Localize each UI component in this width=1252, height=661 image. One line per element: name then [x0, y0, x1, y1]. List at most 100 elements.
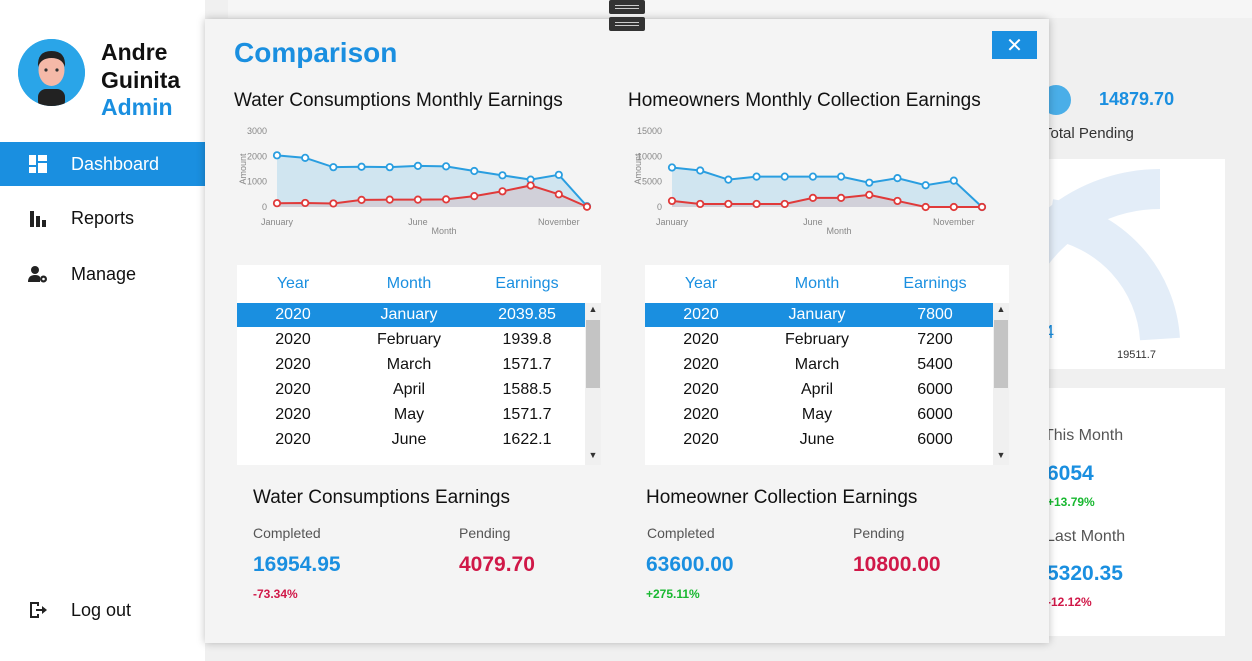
drag-handle-top[interactable]	[609, 0, 645, 14]
user-role: Admin	[101, 94, 173, 120]
data-point	[272, 199, 282, 208]
year-cell: 2020	[275, 406, 311, 423]
last-month-value: 5320.35	[1047, 562, 1123, 585]
earnings-cell: 1622.1	[502, 431, 552, 448]
table-row[interactable]: 2020 May 6000	[645, 403, 993, 427]
table-row[interactable]: 2020 May 1571.7	[237, 403, 585, 427]
data-point	[498, 171, 507, 180]
earnings-cell: 1588.5	[502, 381, 552, 398]
table-row[interactable]: 2020 June 6000	[645, 428, 993, 452]
x-tick-label: November	[538, 217, 580, 227]
year-cell: 2020	[683, 356, 719, 373]
scroll-up-arrow[interactable]: ▲	[996, 304, 1006, 314]
header-month: Month	[794, 275, 840, 292]
data-point	[385, 163, 394, 172]
sidebar-item-dashboard[interactable]: Dashboard	[0, 142, 205, 186]
this-month-value: 6054	[1047, 462, 1094, 485]
data-point	[667, 196, 677, 206]
homeowners-completed-pct: +275.11%	[646, 587, 700, 601]
comparison-modal: Comparison ✕ Water Consumptions Monthly …	[205, 19, 1049, 643]
year-cell: 2020	[683, 431, 719, 448]
month-cell: June	[799, 431, 835, 448]
table-row-partial[interactable]	[645, 453, 993, 465]
data-point	[470, 192, 479, 201]
table-row[interactable]: 2020 April 6000	[645, 378, 993, 402]
data-point	[921, 181, 930, 190]
year-cell: 2020	[275, 381, 311, 398]
water-earnings-table: Year Month Earnings 2020 January 2039.85 20…	[237, 265, 601, 465]
year-cell: 2020	[275, 356, 311, 373]
scroll-up-arrow[interactable]: ▲	[588, 304, 598, 314]
sidebar: Andre Guinita Admin Dashboard Reports Ma…	[0, 0, 205, 661]
x-tick-label: November	[933, 217, 975, 227]
series-line	[276, 154, 588, 207]
gauge-chart	[1040, 169, 1180, 341]
header-month: Month	[386, 275, 432, 292]
scroll-thumb[interactable]	[586, 320, 600, 388]
data-point	[865, 190, 874, 199]
data-point	[441, 195, 451, 204]
table-header: Year Month Earnings	[645, 275, 993, 297]
data-point	[413, 195, 423, 204]
table-row[interactable]: 2020 March 1571.7	[237, 353, 585, 377]
table-row-partial[interactable]	[237, 453, 585, 465]
data-point	[385, 195, 394, 204]
sidebar-item-reports[interactable]: Reports	[0, 196, 205, 240]
data-point	[752, 199, 761, 209]
sidebar-item-manage[interactable]: Manage	[0, 252, 205, 296]
header-earnings: Earnings	[495, 275, 559, 292]
year-cell: 2020	[683, 381, 719, 398]
modal-title: Comparison	[234, 37, 398, 68]
scroll-down-arrow[interactable]: ▼	[996, 450, 1006, 460]
water-completed-pct: -73.34%	[253, 587, 298, 601]
data-point	[836, 193, 846, 202]
dashboard-icon	[27, 153, 49, 175]
table-row[interactable]: 2020 February 1939.8	[237, 328, 585, 352]
y-tick-label: 5000	[642, 177, 662, 187]
table-row[interactable]: 2020 February 7200	[645, 328, 993, 352]
close-button[interactable]: ✕	[992, 31, 1037, 59]
data-point	[893, 196, 902, 206]
monthly-card: This Month 6054 +13.79% Last Month 5320.…	[1040, 388, 1225, 636]
data-point	[780, 199, 789, 209]
series-line	[671, 166, 983, 208]
data-point	[921, 202, 930, 212]
homeowners-earnings-table: Year Month Earnings 2020 January 7800 2020 F…	[645, 265, 1009, 465]
table-row[interactable]: 2020 March 5400	[645, 353, 993, 377]
earnings-cell: 7800	[917, 306, 953, 323]
logout-button[interactable]: Log out	[0, 588, 205, 632]
table-row[interactable]: 2020 June 1622.1	[237, 428, 585, 452]
sidebar-item-label: Manage	[71, 263, 137, 284]
earnings-cell: 1939.8	[502, 331, 552, 348]
bar-chart-icon	[27, 207, 49, 229]
gauge-card: 4 19511.7	[1040, 159, 1225, 369]
data-point	[949, 202, 958, 212]
data-point	[696, 199, 705, 209]
earnings-cell: 5400	[917, 356, 953, 373]
close-icon: ✕	[1006, 34, 1023, 57]
logout-label: Log out	[71, 599, 132, 620]
total-pending-label: Total Pending	[1043, 125, 1134, 142]
table-row[interactable]: 2020 January 7800	[645, 303, 993, 327]
table-row[interactable]: 2020 April 1588.5	[237, 378, 585, 402]
series-line	[276, 184, 588, 208]
y-axis-label: Amount	[238, 153, 248, 185]
avatar	[18, 39, 85, 106]
total-pending-value: 14879.70	[1099, 89, 1175, 109]
water-earnings-chart: 0 1000 2000 3000 Amount January June November Mo…	[238, 126, 592, 236]
gauge-partial-value: 4	[1044, 322, 1055, 342]
user-last-name: Guinita	[101, 67, 181, 93]
sidebar-item-label: Reports	[71, 207, 135, 228]
earnings-cell: 6000	[917, 431, 953, 448]
data-point	[977, 202, 987, 212]
scroll-thumb[interactable]	[994, 320, 1008, 388]
data-point	[724, 199, 733, 209]
table-row[interactable]: 2020 January 2039.85	[237, 303, 585, 327]
month-cell: April	[800, 381, 833, 398]
scroll-down-arrow[interactable]: ▼	[588, 450, 598, 460]
month-cell: March	[386, 356, 432, 373]
water-pending-label: Pending	[459, 525, 511, 541]
drag-handle-bottom[interactable]	[609, 17, 645, 31]
month-cell: June	[391, 431, 427, 448]
month-cell: January	[788, 306, 846, 323]
